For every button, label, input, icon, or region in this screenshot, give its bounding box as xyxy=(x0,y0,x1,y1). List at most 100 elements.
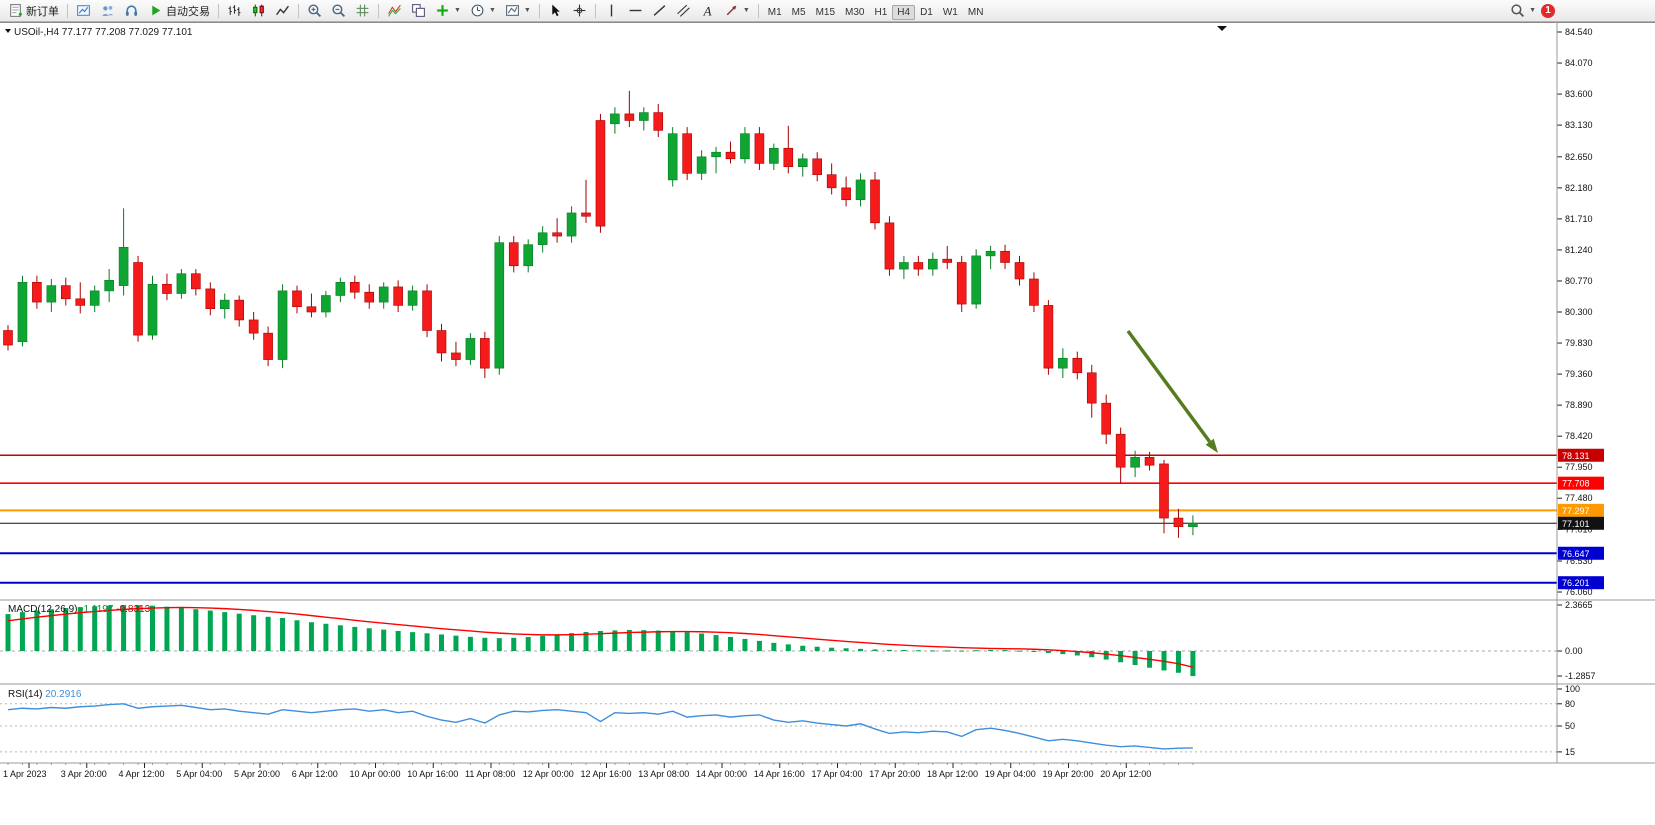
new-order-button[interactable]: 新订单 xyxy=(4,1,63,21)
navigator-icon xyxy=(124,3,139,18)
candle xyxy=(913,262,924,270)
grid-button[interactable] xyxy=(351,1,374,20)
timeframe-m1-button[interactable]: M1 xyxy=(767,6,782,18)
candle xyxy=(653,112,664,131)
timeframe-m5-button[interactable]: M5 xyxy=(791,6,806,18)
candle xyxy=(942,258,953,263)
rsi-line xyxy=(7,703,1193,750)
autotrade-play-icon xyxy=(148,3,163,18)
cursor-group xyxy=(544,1,591,20)
timeframe-m15-button[interactable]: M15 xyxy=(815,6,836,18)
toolbar-separator xyxy=(757,3,759,18)
cursor-button[interactable] xyxy=(544,1,567,20)
crosshair-button[interactable] xyxy=(568,1,591,20)
candle xyxy=(451,352,461,360)
svg-text:77.101: 77.101 xyxy=(1562,519,1590,529)
notification-badge[interactable]: 1 xyxy=(1541,3,1555,18)
timeframe-mn-button[interactable]: MN xyxy=(967,6,984,18)
svg-text:19 Apr 20:00: 19 Apr 20:00 xyxy=(1043,769,1094,779)
chart-type-group xyxy=(223,1,294,20)
horizontal-level-lines[interactable] xyxy=(0,454,1557,584)
candlestick-chart-button[interactable] xyxy=(247,1,270,20)
candle xyxy=(508,242,519,267)
templates-icon xyxy=(505,3,520,18)
timeframe-m30-button[interactable]: M30 xyxy=(845,6,865,18)
candle xyxy=(725,151,736,160)
timeframe-h1-button[interactable]: H1 xyxy=(874,6,888,18)
navigator-button[interactable] xyxy=(120,1,143,20)
toolbar-separator xyxy=(538,3,540,18)
indicators-button[interactable] xyxy=(383,1,406,20)
trendline-button[interactable] xyxy=(648,1,671,20)
auto-trading-button[interactable]: 自动交易 xyxy=(144,1,214,21)
candle xyxy=(1144,456,1155,466)
svg-text:12 Apr 16:00: 12 Apr 16:00 xyxy=(581,769,632,779)
candle xyxy=(740,133,750,160)
vertical-line-button[interactable] xyxy=(600,1,623,20)
candle xyxy=(1173,517,1184,527)
svg-text:84.540: 84.540 xyxy=(1565,27,1593,37)
chart-canvas[interactable]: 84.540 84.070 83.600 83.130 82.650 82.180 81.7… xyxy=(0,22,1655,825)
svg-text:2.3665: 2.3665 xyxy=(1565,600,1593,610)
bar-chart-button[interactable] xyxy=(223,1,246,20)
candle xyxy=(855,179,866,201)
timeframe-h4-button[interactable]: H4 xyxy=(892,4,916,20)
candle xyxy=(1115,433,1126,468)
timeframe-group: M1 M5 M15 M30 H1 H4 D1 W1 MN xyxy=(763,2,989,20)
candle xyxy=(754,133,765,164)
candle xyxy=(60,285,71,300)
svg-text:76.530: 76.530 xyxy=(1565,556,1593,566)
svg-text:77.950: 77.950 xyxy=(1565,462,1593,472)
indicators-icon xyxy=(387,3,402,18)
candle xyxy=(46,285,57,303)
zoom-out-icon xyxy=(331,3,346,18)
search-icon xyxy=(1510,3,1525,18)
tile-windows-button[interactable] xyxy=(407,1,430,20)
channel-button[interactable] xyxy=(672,1,695,20)
text-label-button[interactable]: A xyxy=(696,1,719,20)
periods-button[interactable]: ▼ xyxy=(466,1,500,20)
candle xyxy=(899,262,909,270)
svg-text:77.297: 77.297 xyxy=(1562,506,1590,516)
candle xyxy=(219,299,230,310)
search-button[interactable]: ▼ xyxy=(1506,1,1540,20)
candle xyxy=(436,330,447,354)
candle xyxy=(263,332,273,360)
chart-symbol-label: USOil-,H4 77.177 77.208 77.029 77.101 xyxy=(5,27,193,38)
candle xyxy=(667,133,678,181)
timeframe-w1-button[interactable]: W1 xyxy=(942,6,958,18)
macd-axis[interactable]: 2.3665 0.00 -1.2857 xyxy=(1557,600,1596,681)
svg-text:76.201: 76.201 xyxy=(1562,578,1590,588)
candle xyxy=(1086,372,1097,404)
chevron-down-icon: ▼ xyxy=(742,7,750,14)
arrows-button[interactable]: ▼ xyxy=(720,1,754,20)
svg-text:20 Apr 12:00: 20 Apr 12:00 xyxy=(1100,769,1151,779)
candle xyxy=(682,133,692,174)
text-label-icon: A xyxy=(700,3,715,18)
grid-icon xyxy=(355,3,370,18)
trend-arrow-annotation[interactable] xyxy=(1126,329,1218,453)
svg-text:83.600: 83.600 xyxy=(1565,89,1593,99)
timeframe-d1-button[interactable]: D1 xyxy=(920,6,933,18)
svg-text:80: 80 xyxy=(1565,699,1575,709)
data-window-button[interactable] xyxy=(96,1,119,20)
chart-area[interactable]: 84.540 84.070 83.600 83.130 82.650 82.180 81.7… xyxy=(0,22,1655,825)
candle xyxy=(624,113,635,121)
svg-text:83.130: 83.130 xyxy=(1565,120,1593,130)
templates-button[interactable]: ▼ xyxy=(501,1,535,20)
candle xyxy=(711,151,721,158)
macd-signal-line xyxy=(7,606,1194,668)
svg-text:81.710: 81.710 xyxy=(1565,214,1593,224)
candle xyxy=(870,179,880,224)
svg-text:76.647: 76.647 xyxy=(1562,549,1590,559)
market-watch-button[interactable] xyxy=(72,1,95,20)
line-chart-button[interactable] xyxy=(271,1,294,20)
toolbar-separator xyxy=(298,3,299,18)
zoom-in-button[interactable] xyxy=(303,1,326,20)
add-indicator-button[interactable]: ▼ xyxy=(431,1,465,20)
horizontal-line-button[interactable] xyxy=(624,1,647,20)
zoom-out-button[interactable] xyxy=(327,1,350,20)
svg-text:15: 15 xyxy=(1565,747,1575,757)
time-axis[interactable]: 1 Apr 2023 3 Apr 20:00 4 Apr 12:00 5 Apr 04… xyxy=(3,763,1194,779)
rsi-axis[interactable]: 100 80 50 15 xyxy=(1557,684,1580,757)
